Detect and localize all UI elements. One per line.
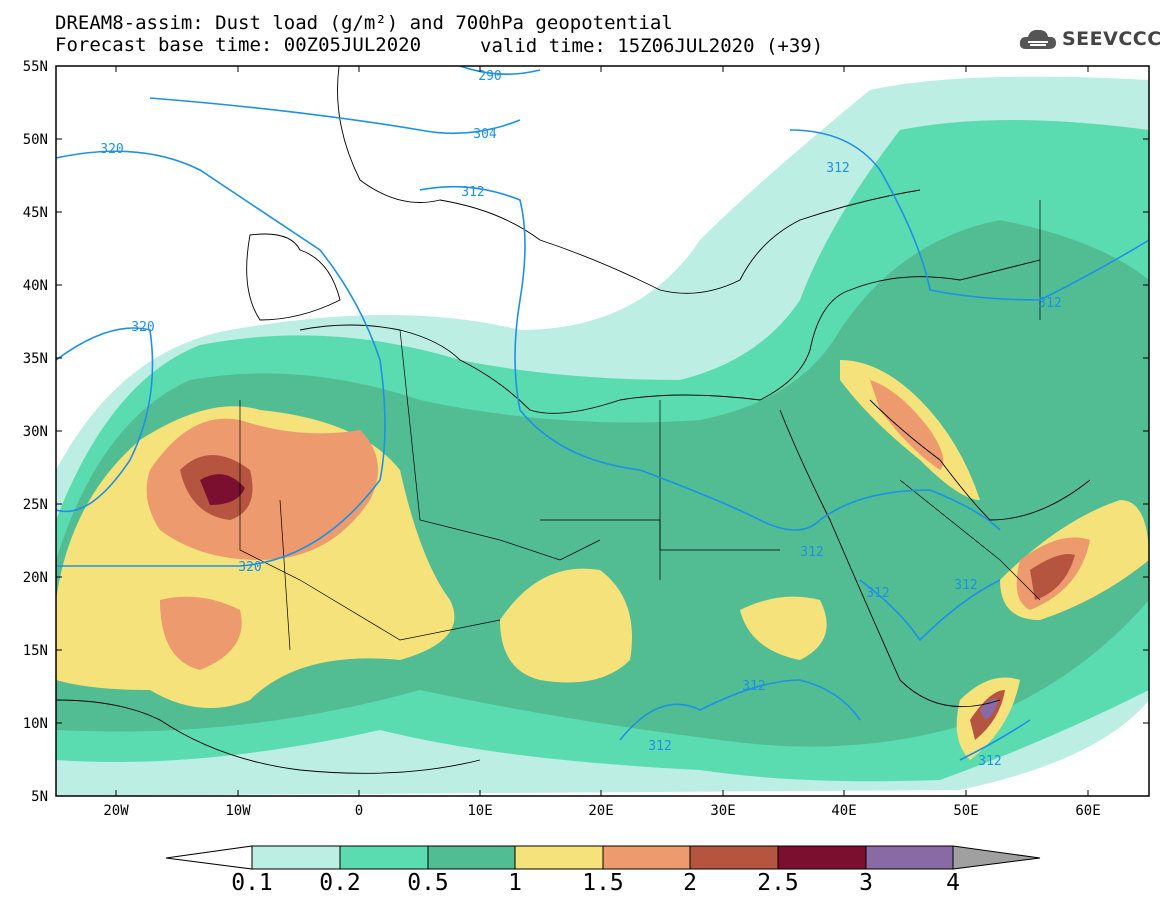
lon-labels: 20W 10W 0 10E 20E 30E 40E 50E 60E — [103, 803, 1100, 819]
contour-labels: 290 304 312 320 320 320 312 312 312 312 … — [100, 69, 1061, 769]
colorbar-label: 2.5 — [757, 870, 799, 896]
colorbar-swatch — [602, 845, 691, 870]
lat-label: 10N — [23, 716, 48, 732]
lon-label: 20E — [588, 803, 613, 819]
contour-label: 312 — [648, 739, 671, 754]
lon-label: 20W — [103, 803, 129, 819]
lat-label: 40N — [23, 278, 48, 294]
colorbar-swatch — [689, 845, 779, 870]
dust-band-2-arabia — [1030, 554, 1075, 600]
seevccc-logo: SEEVCCC — [1018, 25, 1162, 53]
map-title-valid-time: valid time: 15Z06JUL2020 (+39) — [480, 35, 824, 57]
colorbar-label: 0.1 — [231, 870, 273, 896]
dust-field: 290 304 312 320 320 320 312 312 312 312 … — [56, 66, 1149, 796]
lat-label: 55N — [23, 59, 48, 75]
lat-label: 45N — [23, 205, 48, 221]
lon-label: 40E — [831, 803, 856, 819]
lon-label: 30E — [710, 803, 735, 819]
dust-band-1.5-gulf — [870, 380, 944, 470]
lon-label: 60E — [1075, 803, 1100, 819]
lat-labels: 55N 50N 45N 40N 35N 30N 25N 20N 15N 10N … — [23, 59, 48, 805]
dust-band-1.5-south — [160, 596, 242, 670]
colorbar-label: 1.5 — [582, 870, 624, 896]
colorbar-low-arrow — [165, 845, 253, 870]
colorbar — [165, 845, 1041, 870]
lon-axis — [115, 66, 1089, 796]
lon-label: 10E — [467, 803, 492, 819]
lat-label: 35N — [23, 351, 48, 367]
contour-label: 312 — [800, 545, 823, 560]
colorbar-swatch — [251, 845, 341, 870]
geopotential-contours — [56, 66, 1149, 761]
lat-label: 5N — [31, 789, 48, 805]
colorbar-swatch — [514, 845, 604, 870]
colorbar-label: 2 — [683, 870, 697, 896]
colorbar-label: 3 — [859, 870, 873, 896]
contour-label: 320 — [100, 142, 123, 157]
lat-label: 20N — [23, 570, 48, 586]
contour-label: 320 — [131, 320, 154, 335]
colorbar-swatch — [339, 845, 429, 870]
cloud-icon — [1019, 29, 1056, 49]
contour-label: 312 — [978, 754, 1001, 769]
contour-label: 312 — [1038, 296, 1061, 311]
lon-label: 50E — [953, 803, 978, 819]
lon-label: 10W — [225, 803, 251, 819]
map-title-line1: DREAM8-assim: Dust load (g/m²) and 700hP… — [55, 12, 673, 34]
lon-label: 0 — [355, 803, 363, 819]
dust-band-3 — [980, 698, 998, 720]
contour-label: 312 — [954, 578, 977, 593]
contour-label: 320 — [238, 560, 261, 575]
colorbar-label: 0.2 — [319, 870, 361, 896]
map-title-forecast-base: Forecast base time: 00Z05JUL2020 — [55, 34, 422, 56]
colorbar-label: 1 — [508, 870, 522, 896]
colorbar-high-arrow — [952, 845, 1041, 870]
coastlines — [56, 66, 1091, 774]
colorbar-swatch — [427, 845, 516, 870]
dust-band-1.5 — [146, 418, 378, 560]
lat-label: 25N — [23, 497, 48, 513]
colorbar-label: 0.5 — [407, 870, 449, 896]
colorbar-swatch — [777, 845, 867, 870]
colorbar-label: 4 — [946, 870, 960, 896]
contour-label: 304 — [473, 127, 497, 142]
contour-label: 290 — [478, 69, 501, 84]
lat-axis — [56, 65, 1149, 724]
colorbar-swatch — [865, 845, 954, 870]
contour-label: 312 — [461, 185, 484, 200]
lat-label: 15N — [23, 643, 48, 659]
contour-label: 312 — [866, 586, 889, 601]
lat-label: 30N — [23, 424, 48, 440]
lat-label: 50N — [23, 132, 48, 148]
dust-band-2.5 — [200, 474, 245, 505]
logo-text: SEEVCCC — [1062, 28, 1162, 50]
contour-label: 312 — [742, 679, 765, 694]
contour-label: 312 — [826, 161, 849, 176]
dust-band-1-sudan — [740, 596, 827, 660]
dust-band-1-sahel — [500, 568, 632, 683]
